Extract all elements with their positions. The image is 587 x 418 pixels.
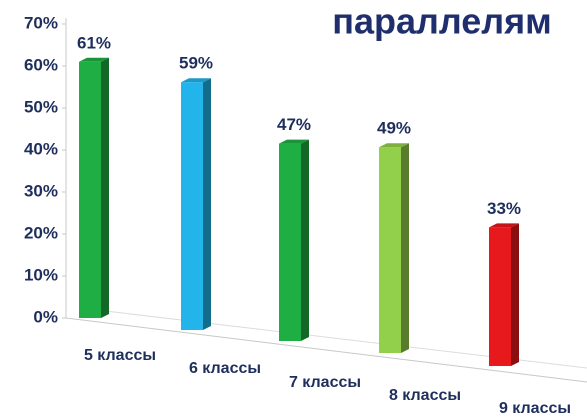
bar-side [101,57,109,319]
value-label: 49% [377,119,411,138]
chart-title: параллелям [332,1,552,42]
bar [379,147,401,353]
y-tick-label: 0% [33,307,58,326]
bar-top [279,139,309,144]
value-label: 59% [179,54,213,73]
bar [181,82,203,330]
y-tick-label: 50% [24,97,58,116]
bar [279,143,301,341]
bar-top [379,143,409,148]
y-tick-label: 10% [24,265,58,284]
y-tick-label: 70% [24,13,58,32]
value-label: 33% [487,199,521,218]
bar [489,227,511,366]
x-tick-label: 5 классы [84,347,156,364]
x-tick-label: 6 классы [189,360,261,377]
bar-side [401,143,409,353]
bar-top [79,57,109,62]
bar [79,61,101,319]
bar-side [511,223,519,366]
value-label: 47% [277,115,311,134]
x-tick-label: 7 классы [289,374,361,391]
y-tick-label: 60% [24,55,58,74]
y-tick-label: 40% [24,139,58,158]
value-label: 61% [77,33,111,52]
bar-side [203,78,211,330]
y-tick-label: 30% [24,181,58,200]
bar-top [181,78,211,83]
floor-front [65,317,587,383]
x-tick-label: 8 классы [389,387,461,404]
bar-side [301,139,309,341]
x-tick-label: 9 классы [499,400,571,417]
y-tick-label: 20% [24,223,58,242]
bar-top [489,223,519,228]
